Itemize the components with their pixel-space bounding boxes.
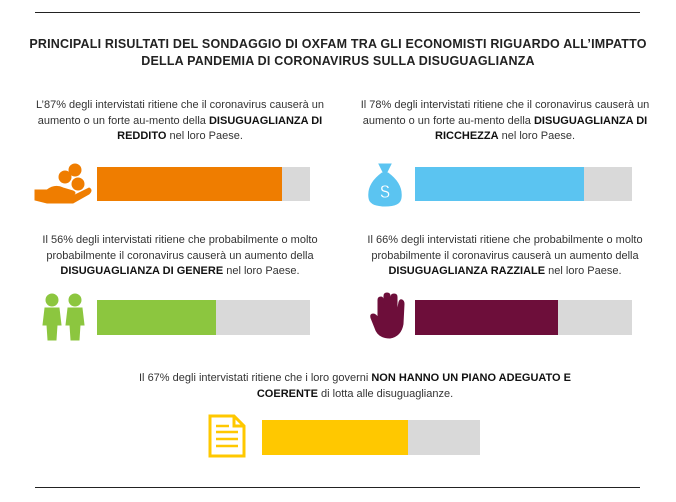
raised-hand-icon [370,292,405,339]
bar [97,167,283,201]
percent-label: 56% [50,234,73,246]
bar-track [415,300,632,335]
percent-label: 66% [375,234,398,246]
bar-track [262,420,480,455]
text: nel loro Paese. [223,265,300,277]
emphasis: DISUGUAGLIANZA DI RICCHEZZA [435,114,648,143]
bar-track [97,167,310,201]
bar-track [415,167,632,201]
hand-coins-icon [34,163,92,204]
bar [97,300,217,335]
text: nel loro Paese. [498,130,575,142]
statement: Il 56% degli intervistati ritiene che pr… [30,233,330,280]
percent-label: 67% [147,372,170,384]
text: di lotta alle disuguaglianze. [317,387,454,400]
emphasis: NON HANNO UN PIANO ADEGUATO E COERENTE [256,372,571,400]
lead: Il [360,99,370,111]
emphasis: DISUGUAGLIANZA DI REDDITO [117,114,323,143]
text: degli intervistati ritiene che probabilm… [46,234,318,262]
lead: L’ [35,99,44,111]
money-bag-icon: $ [368,163,402,207]
bar [415,300,559,335]
text: nel loro Paese. [545,265,622,277]
statement: Il 67% degli intervistati ritiene che i … [130,371,580,402]
title: PRINCIPALI RISULTATI DEL SONDAGGIO DI OX… [29,37,647,68]
text: degli intervistati ritiene che i loro go… [169,372,372,384]
statement: L’87% degli intervistati ritiene che il … [30,98,330,145]
text: degli intervistati ritiene che probabilm… [371,234,643,262]
statement: Il 78% degli intervistati ritiene che il… [355,98,655,145]
document-icon [208,414,246,458]
bar [262,420,409,455]
emphasis: DISUGUAGLIANZA RAZZIALE [388,265,546,277]
lead: Il [139,372,148,384]
svg-text:$: $ [380,182,390,202]
emphasis: DISUGUAGLIANZA DI GENERE [60,265,224,277]
people-icon [42,293,85,341]
bar [415,167,585,201]
top-rule [35,12,640,13]
lead: Il [42,234,51,246]
text: nel loro Paese. [166,130,243,142]
lead: Il [367,234,376,246]
bottom-rule [35,487,640,488]
percent-label: 87% [43,99,66,111]
text: degli intervistati ritiene che il corona… [362,99,650,127]
text: degli intervistati ritiene che il corona… [37,99,325,127]
percent-label: 78% [369,99,392,111]
statement: Il 66% degli intervistati ritiene che pr… [355,233,655,280]
bar-track [97,300,310,335]
